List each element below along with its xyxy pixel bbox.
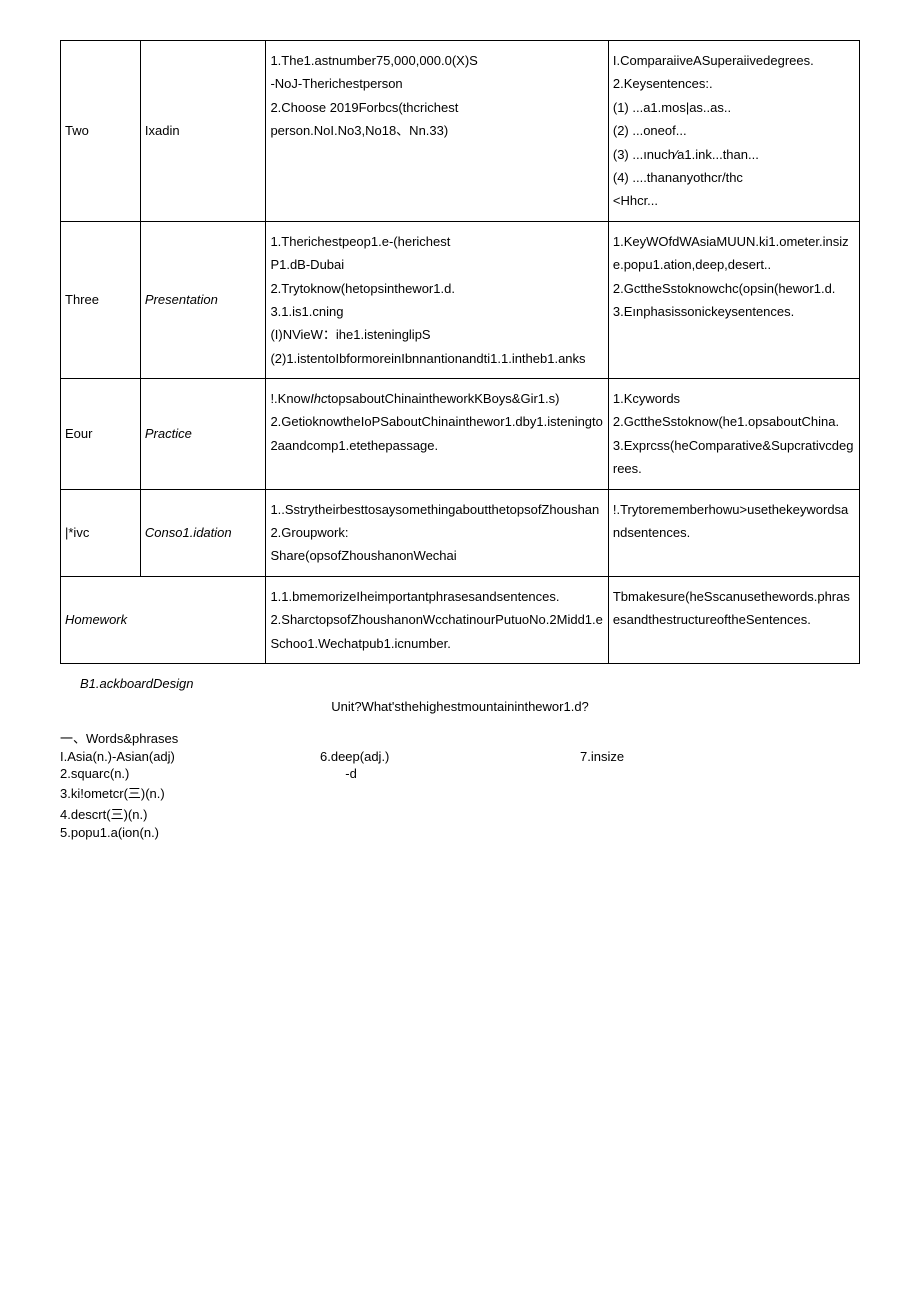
unit-title: Unit?What'sthehighestmountaininthewor1.d… — [60, 699, 860, 714]
word-col1: 3.ki!ometcr(三)(n.) — [60, 783, 320, 802]
word-col3: 7.insize — [580, 749, 780, 764]
list-item: 2.squarc(n.) -d — [60, 766, 860, 781]
row-label: Homework — [61, 576, 266, 663]
table-row: |*ivcConso1.idation1..Sstrytheirbesttosa… — [61, 489, 860, 576]
word-col3 — [580, 783, 780, 802]
table-row: Homework1.1.bmemorizeIheimportantphrases… — [61, 576, 860, 663]
list-item: 4.descrt(三)(n.) — [60, 804, 860, 823]
step-name: Conso1.idation — [140, 489, 266, 576]
word-col1: 4.descrt(三)(n.) — [60, 804, 320, 823]
purpose-cell: !.Trytorememberhowu>usethekeywordsandsen… — [608, 489, 859, 576]
procedure-cell: 1.1.bmemorizeIheimportantphrasesandsente… — [266, 576, 608, 663]
word-col3 — [580, 825, 780, 840]
word-col2: -d — [320, 766, 580, 781]
step-number: |*ivc — [61, 489, 141, 576]
table-row: ThreePresentation1.Therichestpeop1.e-(he… — [61, 221, 860, 378]
table-row: TwoIxadin1.The1.astnumber75,000,000.0(X)… — [61, 41, 860, 222]
procedure-cell: !.KnowIhctopsaboutChinaintheworkKBoys&Gi… — [266, 379, 608, 490]
procedure-cell: 1.Therichestpeop1.e-(herichestP1.dB-Duba… — [266, 221, 608, 378]
word-col1: 2.squarc(n.) — [60, 766, 320, 781]
purpose-cell: I.ComparaiiveASuperaiivedegrees.2.Keysen… — [608, 41, 859, 222]
procedure-cell: 1..Sstrytheirbesttosaysomethingaboutthet… — [266, 489, 608, 576]
step-name: Practice — [140, 379, 266, 490]
table-row: EourPractice!.KnowIhctopsaboutChinainthe… — [61, 379, 860, 490]
word-col2 — [320, 783, 580, 802]
section-header: 一、Words&phrases — [60, 728, 860, 747]
word-col1: 5.popu1.a(ion(n.) — [60, 825, 320, 840]
purpose-cell: Tbmakesure(heSscanusethewords.phrasesand… — [608, 576, 859, 663]
procedure-cell: 1.The1.astnumber75,000,000.0(X)S -NoJ-Th… — [266, 41, 608, 222]
word-col3 — [580, 766, 780, 781]
step-number: Eour — [61, 379, 141, 490]
word-col2: 6.deep(adj.) — [320, 749, 580, 764]
word-col2 — [320, 804, 580, 823]
purpose-cell: 1.Kcywords2.GcttheSstoknow(he1.opsaboutC… — [608, 379, 859, 490]
lesson-plan-table: TwoIxadin1.The1.astnumber75,000,000.0(X)… — [60, 40, 860, 664]
words-phrases-section: 一、Words&phrases I.Asia(n.)-Asian(adj)6.d… — [60, 728, 860, 840]
step-number: Three — [61, 221, 141, 378]
blackboard-design-label: B1.ackboardDesign — [80, 676, 860, 691]
step-name: Presentation — [140, 221, 266, 378]
word-col3 — [580, 804, 780, 823]
step-number: Two — [61, 41, 141, 222]
purpose-cell: 1.KeyWOfdWAsiaMUUN.ki1.ometer.insize.pop… — [608, 221, 859, 378]
list-item: 3.ki!ometcr(三)(n.) — [60, 783, 860, 802]
word-col2 — [320, 825, 580, 840]
list-item: I.Asia(n.)-Asian(adj)6.deep(adj.)7.insiz… — [60, 749, 860, 764]
list-item: 5.popu1.a(ion(n.) — [60, 825, 860, 840]
word-col1: I.Asia(n.)-Asian(adj) — [60, 749, 320, 764]
step-name: Ixadin — [140, 41, 266, 222]
